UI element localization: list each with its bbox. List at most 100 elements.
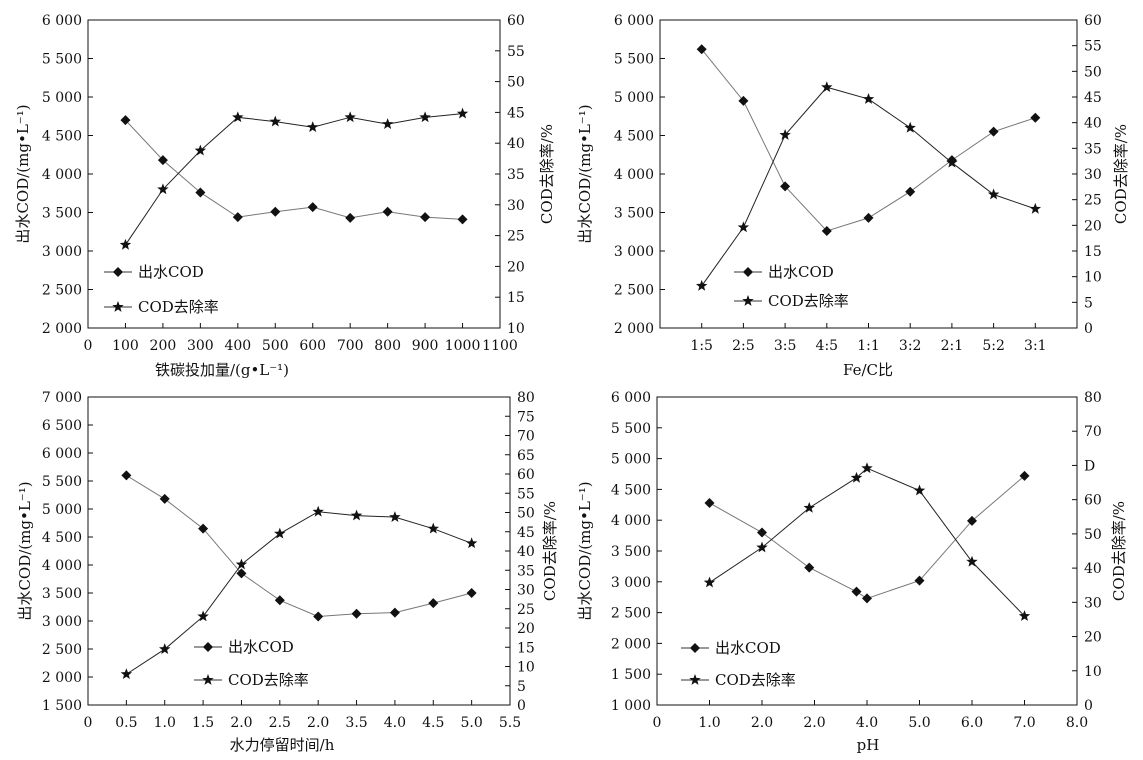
y-right-tick-label: 5 xyxy=(517,679,526,695)
y-left-tick-label: 6 000 xyxy=(42,13,82,29)
x-tick-label: 5.0 xyxy=(908,715,930,731)
legend-star-icon xyxy=(202,674,214,685)
y-right-tick-label: 25 xyxy=(507,229,525,245)
y-right-axis-label: COD去除率/% xyxy=(541,501,559,601)
y-right-tick-label: 45 xyxy=(517,525,535,541)
effluent-cod-point xyxy=(198,523,209,534)
legend-label: COD去除率 xyxy=(715,671,796,689)
legend-label: COD去除率 xyxy=(138,298,219,316)
x-tick-label: 2.0 xyxy=(307,715,329,731)
effluent-cod-line xyxy=(126,474,472,618)
effluent-cod-point xyxy=(914,575,925,586)
y-right-tick-label: 55 xyxy=(507,44,525,60)
effluent-cod-point xyxy=(307,202,318,213)
removal-rate-point xyxy=(194,144,207,156)
y-right-tick-label: 45 xyxy=(1084,90,1102,106)
removal-rate-point xyxy=(756,541,768,553)
legend-star-icon xyxy=(112,301,124,312)
effluent-cod-point xyxy=(382,206,393,217)
x-tick-label: 600 xyxy=(299,338,326,354)
x-tick-label: 500 xyxy=(262,338,289,354)
y-left-tick-label: 1 500 xyxy=(611,667,651,683)
effluent-cod-point xyxy=(313,611,324,622)
effluent-cod-point xyxy=(351,608,362,619)
x-tick-label: 5.0 xyxy=(461,715,483,731)
x-tick-label: 2.0 xyxy=(803,715,825,731)
y-left-tick-label: 2 000 xyxy=(42,670,82,686)
y-left-tick-label: 3 500 xyxy=(42,586,82,602)
y-right-tick-label: 45 xyxy=(507,105,525,121)
chart-fe-c-ratio: 1:5 2:5 3:5 4:5 1:1 3:2 2:1 5:2 3:1 2 000 2 500 3 0… xyxy=(576,13,1130,379)
y-left-tick-label: 4 000 xyxy=(42,167,82,183)
x-tick-label: 0 xyxy=(84,338,93,354)
effluent-cod-point xyxy=(851,586,862,597)
y-left-tick-label: 6 000 xyxy=(614,13,654,29)
x-tick-label: 6.0 xyxy=(961,715,983,731)
y-right-tick-label: 65 xyxy=(517,448,535,464)
removal-rate-point xyxy=(312,505,324,517)
removal-rate-point xyxy=(703,576,716,588)
y-left-tick-label: 3 000 xyxy=(42,244,82,260)
x-tick-label: 300 xyxy=(187,338,214,354)
removal-rate-point xyxy=(1029,202,1042,214)
x-tick-label: 3:1 xyxy=(1024,338,1047,354)
chart-iron-carbon-dosage: 0 100 200 300 400 500 600 700 800 900 1000 1100 2 00… xyxy=(14,13,556,379)
removal-rate-point xyxy=(269,115,281,127)
y-right-tick-label: 30 xyxy=(507,198,525,214)
y-left-tick-label: 7 000 xyxy=(42,390,82,406)
y-left-tick-label: 2 500 xyxy=(42,642,82,658)
effluent-cod-point xyxy=(738,95,749,106)
y-left-tick-label: 2 000 xyxy=(614,321,654,337)
effluent-cod-point xyxy=(863,212,874,223)
y-left-tick-label: 5 500 xyxy=(614,52,654,68)
effluent-cod-point xyxy=(457,214,468,225)
effluent-cod-point xyxy=(1030,112,1041,123)
x-tick-label: 900 xyxy=(412,338,439,354)
x-axis-label: 水力停留时间/h xyxy=(230,736,335,754)
x-tick-label: 3.5 xyxy=(345,715,367,731)
removal-rate-point xyxy=(389,511,401,522)
y-left-tick-label: 1 500 xyxy=(42,698,82,714)
x-tick-label: 4:5 xyxy=(816,338,839,354)
effluent-cod-point xyxy=(780,181,791,192)
x-tick-label: 1100 xyxy=(482,338,518,354)
y-left-tick-label: 5 500 xyxy=(42,52,82,68)
y-left-tick-label: 2 000 xyxy=(611,636,651,652)
effluent-cod-point xyxy=(821,225,832,236)
y-right-tick-label: 75 xyxy=(517,409,535,425)
y-left-axis-label: 出水COD/(mg•L⁻¹) xyxy=(14,104,32,243)
y-right-tick-label: 30 xyxy=(1084,595,1102,611)
x-tick-label: 0.5 xyxy=(115,715,137,731)
removal-rate-point xyxy=(966,555,978,567)
y-right-tick-label: 40 xyxy=(517,544,535,560)
legend-diamond-icon xyxy=(690,643,700,653)
y-left-axis-label: 出水COD/(mg•L⁻¹) xyxy=(16,481,34,620)
y-right-tick-label: 35 xyxy=(1084,141,1102,157)
y-left-tick-label: 2 500 xyxy=(611,606,651,622)
removal-rate-point xyxy=(904,121,916,133)
x-tick-label: 2.5 xyxy=(269,715,291,731)
y-left-tick-label: 4 500 xyxy=(614,129,654,145)
y-right-tick-label: 55 xyxy=(517,486,535,502)
legend-diamond-icon xyxy=(203,642,213,652)
y-right-tick-label: 15 xyxy=(507,290,525,306)
effluent-cod-point xyxy=(862,593,872,604)
x-tick-label: 1:5 xyxy=(690,338,713,354)
legend-label: 出水COD xyxy=(138,263,204,281)
legend-diamond-icon xyxy=(743,267,753,277)
removal-rate-line xyxy=(125,113,463,246)
x-tick-label: 5:2 xyxy=(982,338,1005,354)
removal-rate-point xyxy=(456,107,469,119)
y-right-tick-label: 25 xyxy=(517,602,535,618)
removal-rate-point xyxy=(465,537,478,549)
y-left-tick-label: 5 000 xyxy=(611,452,651,468)
plot-frame xyxy=(656,396,1078,706)
y-left-tick-label: 4 000 xyxy=(614,167,654,183)
y-right-tick-label: 60 xyxy=(1084,13,1102,29)
x-tick-label: 2:5 xyxy=(732,338,755,354)
removal-rate-point xyxy=(274,527,286,539)
y-right-tick-label: 10 xyxy=(507,321,525,337)
x-tick-label: 3:5 xyxy=(774,338,797,354)
effluent-cod-point xyxy=(121,470,132,481)
